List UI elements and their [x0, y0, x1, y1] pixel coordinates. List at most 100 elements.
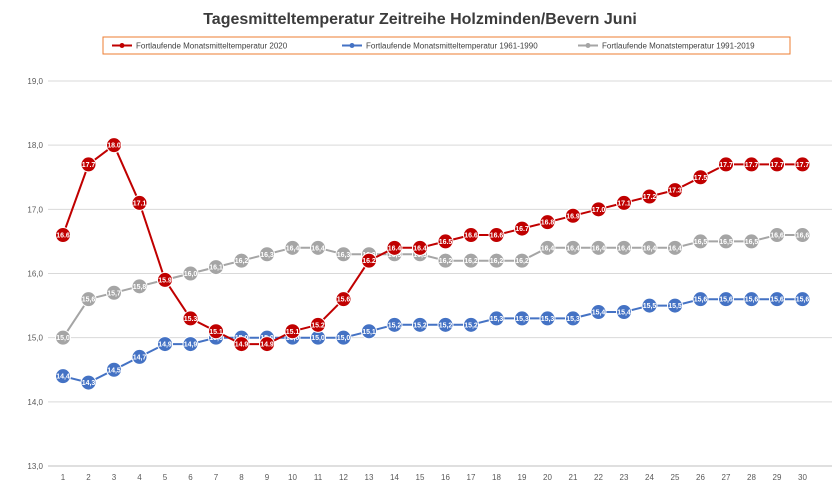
data-label: 16,4	[643, 245, 657, 252]
data-point	[616, 239, 632, 256]
data-label: 16,4	[566, 245, 580, 252]
data-point	[55, 329, 71, 346]
data-point	[284, 239, 301, 256]
data-label: 16,4	[668, 245, 682, 252]
data-point	[310, 316, 326, 333]
data-label: 15,0	[311, 335, 325, 342]
data-label: 16,4	[311, 245, 325, 252]
data-label: 14,9	[158, 342, 172, 349]
data-label: 15,7	[107, 290, 121, 297]
x-tick-label: 24	[645, 473, 654, 482]
data-point	[412, 316, 428, 333]
data-point	[514, 252, 530, 269]
legend-item-1991-2019: Fortlaufende Monatstemperatur 1991-2019	[578, 42, 755, 51]
data-label: 15,0	[56, 335, 70, 342]
series-1991-2019: 15,015,615,715,815,916,016,116,216,316,4…	[55, 227, 811, 346]
data-label: 18.0	[107, 143, 121, 150]
data-point	[692, 233, 709, 250]
data-point	[641, 188, 658, 205]
y-tick-label: 14,0	[27, 398, 43, 407]
data-label: 15,6	[82, 297, 96, 304]
x-tick-label: 21	[569, 473, 578, 482]
data-point	[335, 291, 352, 308]
data-point	[488, 252, 505, 269]
data-point	[692, 291, 709, 308]
x-tick-label: 4	[137, 473, 142, 482]
data-point	[233, 336, 250, 353]
data-label: 15,3	[490, 316, 504, 323]
data-point	[157, 336, 173, 353]
data-point	[539, 310, 556, 327]
data-label: 15.1	[209, 329, 223, 336]
data-label: 16,4	[541, 245, 555, 252]
gridlines	[48, 80, 832, 467]
data-label: 16,1	[209, 265, 223, 272]
series-group: 15,015,615,715,815,916,016,116,216,316,4…	[55, 137, 811, 391]
data-point	[743, 156, 760, 173]
data-point	[488, 227, 505, 243]
x-tick-label: 7	[214, 473, 219, 482]
data-label: 16.4	[413, 245, 427, 252]
data-point	[794, 227, 811, 243]
data-point	[641, 297, 658, 314]
data-label: 15,3	[541, 316, 555, 323]
data-label: 17.0	[592, 207, 606, 214]
data-label: 16.6	[490, 233, 504, 240]
data-label: 16,3	[260, 252, 274, 259]
x-tick-label: 2	[86, 473, 91, 482]
x-tick-label: 22	[594, 473, 603, 482]
data-label: 14.9	[260, 342, 274, 349]
data-label: 15,4	[617, 310, 631, 317]
data-point	[335, 329, 352, 346]
x-tick-label: 8	[239, 473, 244, 482]
data-point	[641, 239, 658, 256]
data-label: 16.6	[464, 233, 478, 240]
data-label: 14,9	[184, 342, 198, 349]
data-point	[386, 239, 403, 256]
x-tick-label: 29	[773, 473, 782, 482]
data-label: 15,5	[643, 303, 657, 310]
data-point	[80, 156, 97, 173]
data-point	[463, 252, 479, 269]
data-label: 17.1	[133, 200, 147, 207]
data-point	[590, 201, 607, 218]
data-point	[514, 310, 530, 327]
y-tick-label: 17,0	[27, 205, 43, 214]
legend-label-1961-1990: Fortlaufende Monatsmitteltemperatur 1961…	[366, 42, 538, 51]
x-tick-label: 23	[620, 473, 629, 482]
data-label: 17.7	[796, 162, 810, 169]
data-label: 14,4	[56, 374, 70, 381]
y-tick-label: 13,0	[27, 462, 43, 471]
data-point	[335, 246, 352, 263]
data-point	[692, 169, 709, 186]
data-point	[667, 182, 683, 199]
legend-item-2020: Fortlaufende Monatsmitteltemperatur 2020	[112, 42, 288, 51]
data-point	[386, 316, 403, 333]
data-label: 16.9	[566, 213, 580, 220]
data-label: 16.2	[362, 258, 376, 265]
x-tick-label: 1	[61, 473, 66, 482]
data-label: 17.2	[643, 194, 657, 201]
data-point	[157, 271, 173, 288]
data-point	[718, 233, 734, 250]
data-point	[539, 214, 556, 231]
data-point	[412, 239, 428, 256]
legend-label-1991-2019: Fortlaufende Monatstemperatur 1991-2019	[602, 42, 755, 51]
x-tick-label: 12	[339, 473, 348, 482]
data-point	[539, 239, 556, 256]
data-label: 15,6	[745, 297, 759, 304]
series-1961-1990: 14,414,314,514,714,914,915,015,015,015,0…	[55, 291, 811, 391]
data-point	[131, 348, 148, 365]
data-label: 16.6	[56, 233, 70, 240]
data-point	[769, 227, 785, 243]
data-point	[182, 310, 199, 327]
x-tick-label: 5	[163, 473, 168, 482]
x-tick-label: 13	[365, 473, 374, 482]
data-label: 17.1	[617, 200, 631, 207]
data-point	[106, 137, 122, 154]
data-point	[565, 239, 581, 256]
data-label: 16.8	[541, 220, 555, 227]
data-point	[361, 252, 377, 269]
data-label: 15,2	[464, 322, 478, 329]
series-line	[62, 298, 803, 384]
